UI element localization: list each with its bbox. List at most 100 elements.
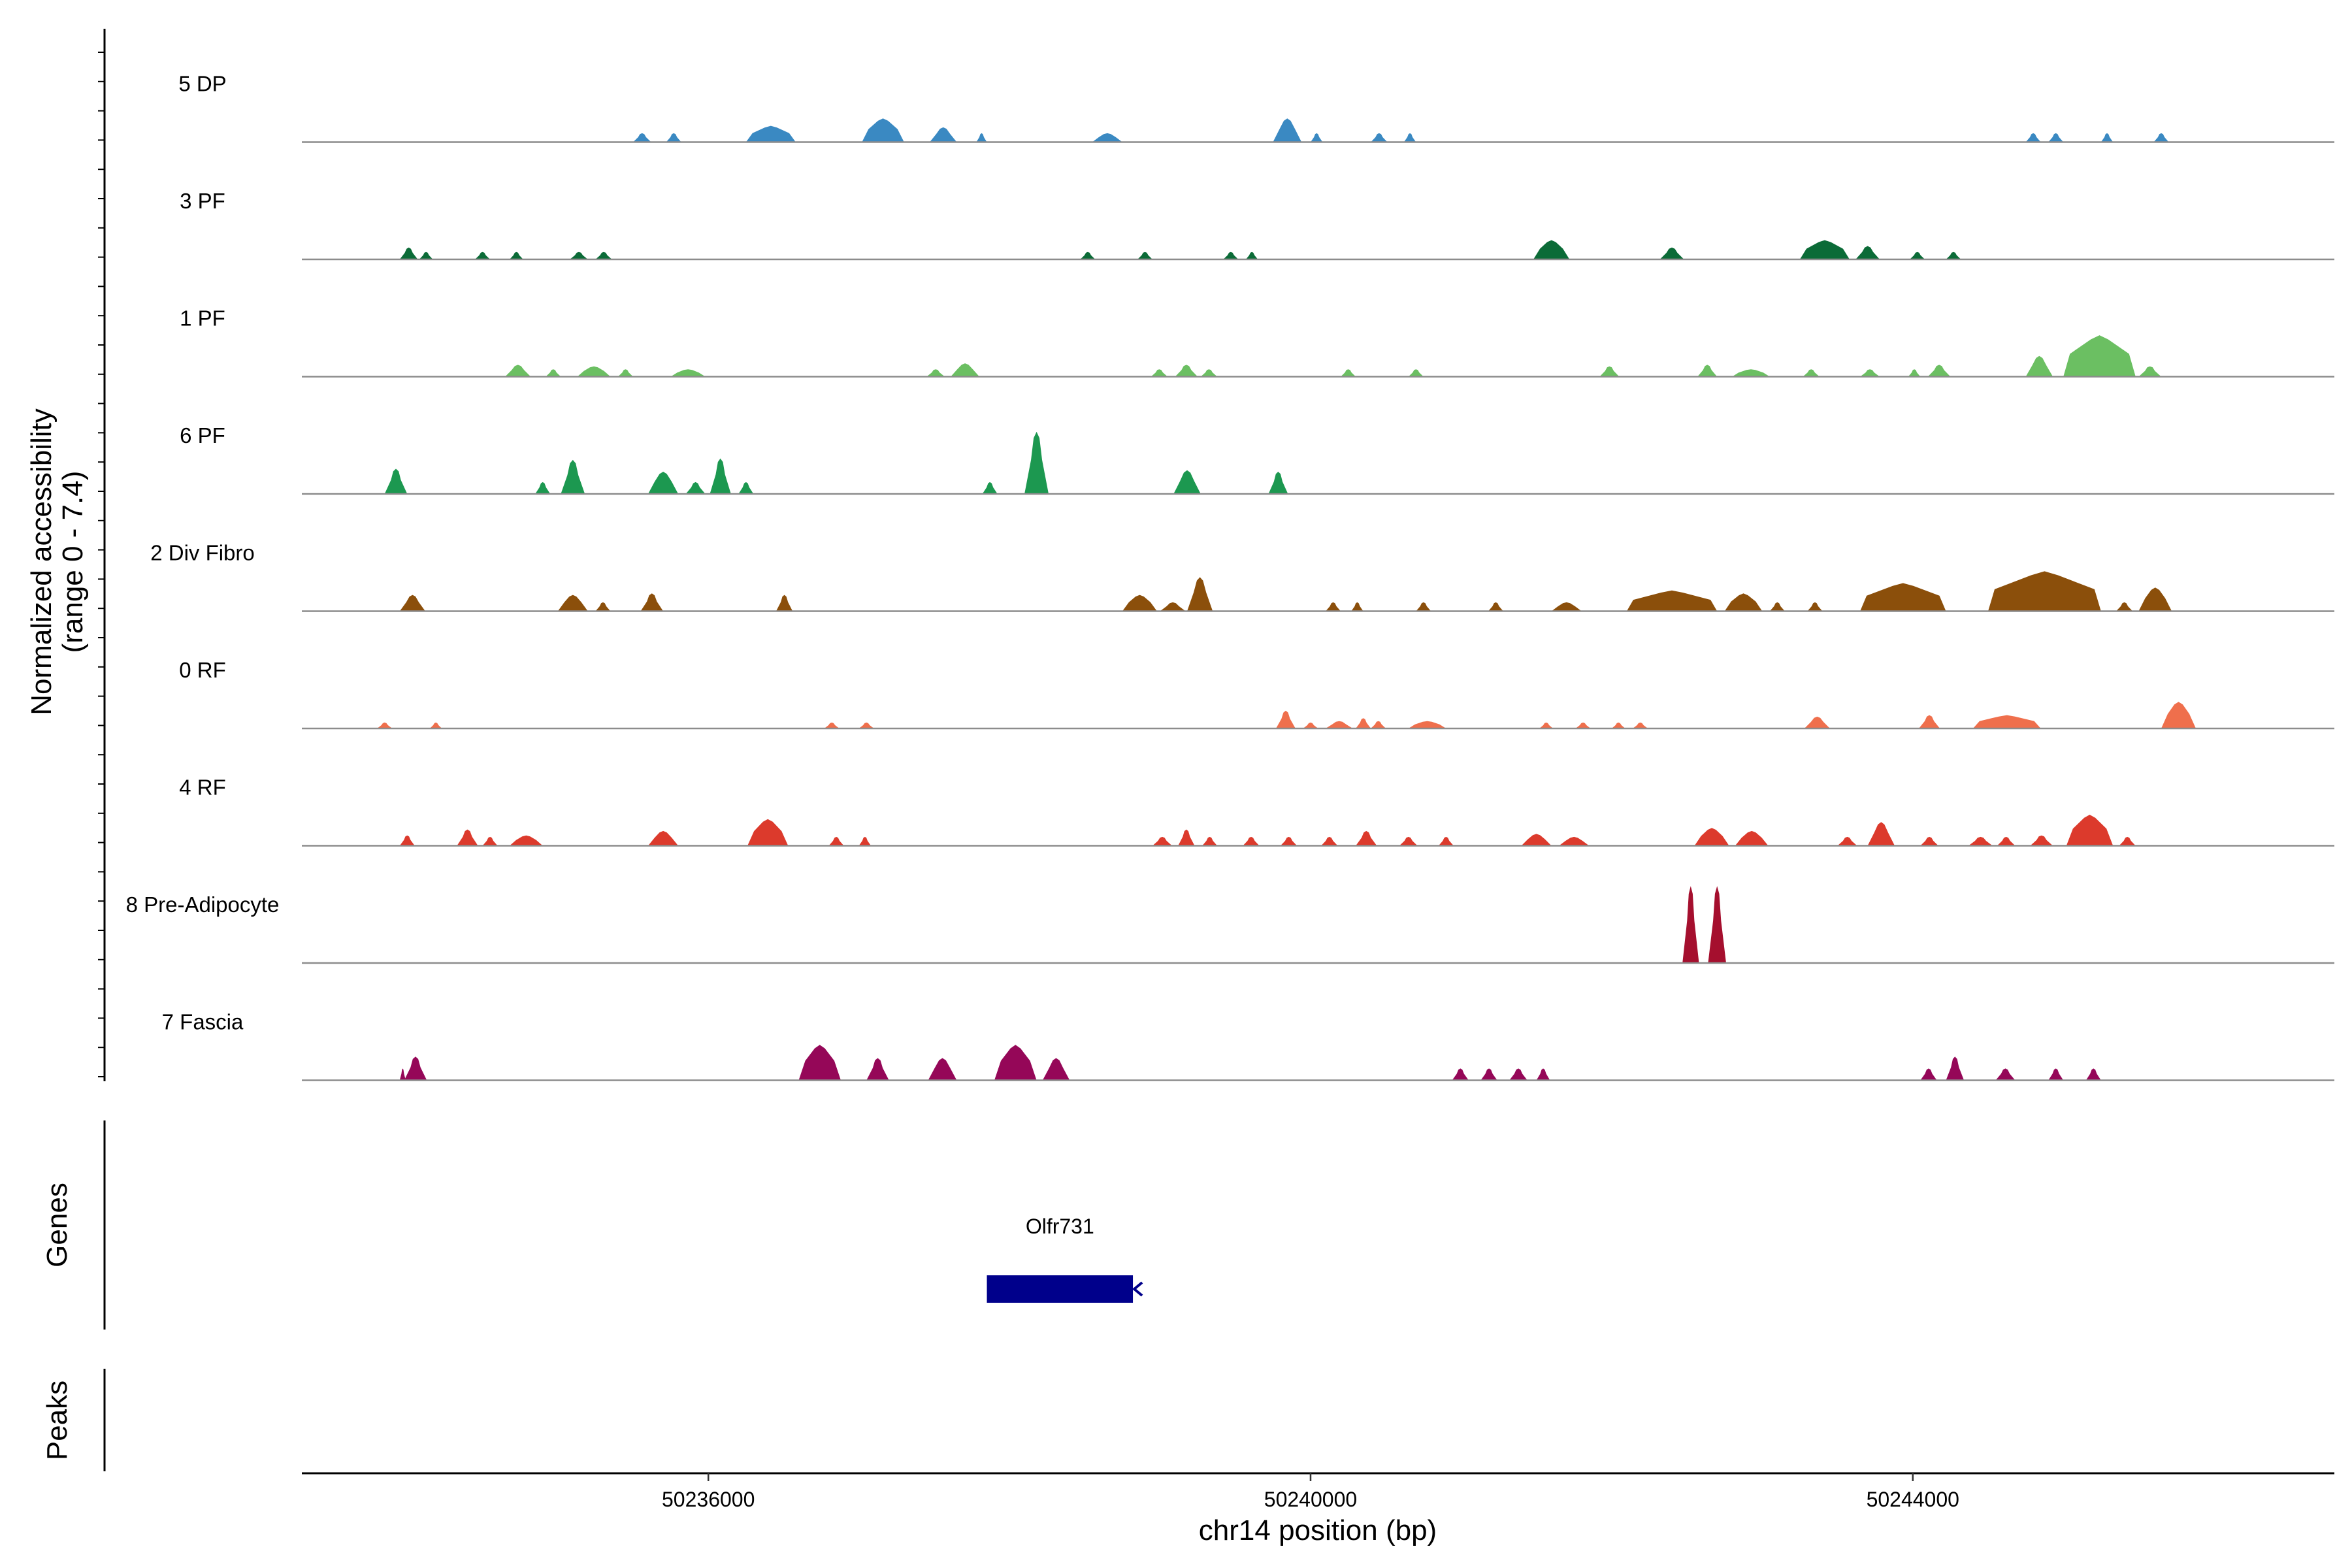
coverage-peak [2115,602,2133,612]
coverage-peak [1321,836,1338,846]
coverage-peak [1799,240,1850,259]
coverage-peak [1860,583,1946,612]
coverage-peak [475,252,491,259]
coverage-peak [685,482,706,494]
coverage-peak [399,247,418,259]
y-axis-ticks [98,52,105,1077]
coverage-peak [1245,252,1258,259]
gene-strand-arrow-icon [1132,1281,1143,1297]
track-label: 7 Fascia [162,1010,244,1034]
coverage-peak [561,459,585,494]
coverage-peak [828,836,844,846]
coverage-peak [419,252,433,259]
coverage-peak [1708,886,1726,963]
track-5-dp: 5 DP [178,72,2334,143]
coverage-peak [1724,593,1763,612]
x-axis-tick-label: 50240000 [1264,1488,1357,1511]
track-2-div-fibro: 2 Div Fibro [150,541,2334,612]
genes-panel: Genes Olfr731 [41,1120,1143,1330]
coverage-peak [1137,252,1152,259]
track-label: 0 RF [179,658,226,682]
coverage-peak [951,363,979,377]
coverage-peak [1803,369,1820,377]
coverage-peak [457,829,478,846]
coverage-peak [648,472,679,494]
coverage-peak [1202,836,1218,846]
track-0-rf: 0 RF [179,658,2334,730]
coverage-peak [1326,602,1341,612]
coverage-peak [1356,830,1377,846]
coverage-peak [1908,369,1921,377]
coverage-peak [1860,369,1880,377]
coverage-peak [1024,431,1049,494]
coverage-peak [1438,836,1454,846]
coverage-peak [1509,1068,1527,1081]
coverage-peak [546,369,561,377]
coverage-peak [1659,247,1684,259]
coverage-peak [1276,710,1296,728]
coverage-peak [1303,722,1318,728]
coverage-peak [798,1045,841,1081]
coverage-peak [1408,721,1446,728]
coverage-peak [858,836,872,846]
coverage-peak [1187,577,1213,612]
coverage-peak [1480,1068,1497,1081]
coverage-peak [595,602,611,612]
track-8-pre-adipocyte: 8 Pre-Adipocyte [126,886,2334,964]
coverage-peak [1946,252,1961,259]
coverage-peak [482,836,498,846]
coverage-peak [1178,829,1195,846]
coverage-peak [1403,133,1416,142]
coverage-peak [1682,886,1699,963]
track-label: 5 DP [178,72,226,96]
coverage-peak [1416,602,1431,612]
coverage-peak [377,722,393,728]
coverage-peak [1697,365,1718,377]
coverage-peak [1351,602,1364,612]
coverage-peak [1399,836,1418,846]
coverage-peak [858,722,874,728]
coverage-peak [994,1045,1037,1081]
coverage-peak [1173,470,1201,494]
coverage-peak [399,1068,406,1081]
coverage-peak [1521,834,1552,846]
gene-body [987,1275,1134,1303]
coverage-peak [1539,722,1553,728]
coverage-peak [747,819,789,846]
coverage-peak [1452,1068,1469,1081]
coverage-peak [1042,1058,1070,1081]
coverage-peak [862,118,904,142]
track-6-pf: 6 PF [180,423,2334,495]
coverage-peak [1920,836,1938,846]
coverage-peak [2085,1068,2101,1081]
coverage-peak [1371,721,1386,728]
coverage-peak [1910,252,1925,259]
coverage-peak [1997,836,2016,846]
coverage-peak [1200,369,1218,377]
x-axis-tick-label: 50244000 [1867,1488,1959,1511]
coverage-peak [776,595,793,612]
coverage-peak [1356,718,1371,728]
coverage-peak [1988,571,2101,612]
coverage-peak [1626,590,1718,612]
coverage-peak [1599,366,1620,377]
coverage-peak [824,722,840,728]
coverage-peak [2063,335,2136,377]
coverage-peak [1946,1056,1965,1081]
coverage-peak [928,1058,957,1081]
coverage-peak [1919,715,1940,728]
y-axis: Normalized accessibility (range 0 - 7.4) [25,29,106,1081]
coverage-peak [399,835,415,846]
coverage-peak [510,835,543,846]
track-label: 6 PF [180,423,225,448]
coverage-peak [1807,602,1823,612]
coverage-peak [2119,836,2136,846]
coverage-peak [1223,252,1239,259]
coverage-peak [1837,836,1857,846]
coverage-peak [2153,133,2169,142]
coverage-peak [710,458,731,494]
coverage-peak [1243,836,1260,846]
coverage-peak [1995,1068,2016,1081]
peaks-panel: Peaks [41,1369,106,1471]
